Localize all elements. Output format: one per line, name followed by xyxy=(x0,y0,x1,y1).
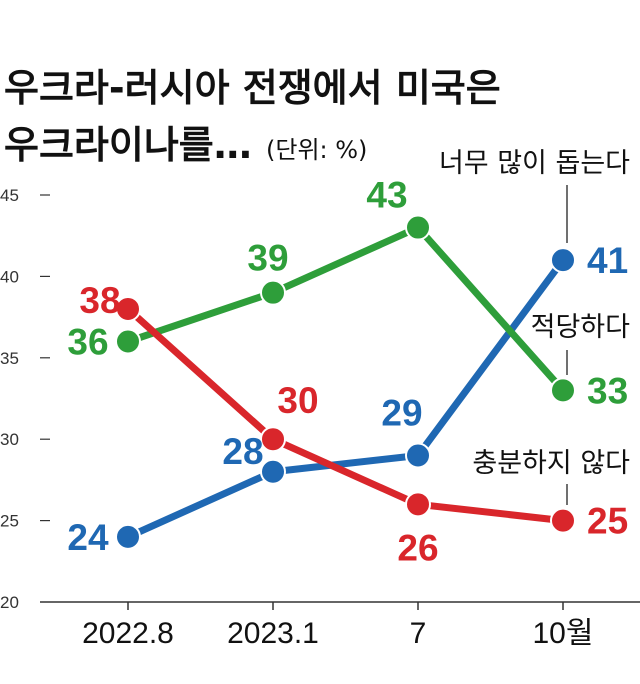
data-point xyxy=(550,507,576,534)
chart-title-line2: 우크라이나를… xyxy=(4,123,252,167)
x-tick-label: 10월 xyxy=(533,617,594,650)
axes: 20 25 30 35 40 45 2022.8 2023.1 7 10월 xyxy=(0,186,640,650)
data-label: 25 xyxy=(587,501,628,542)
y-tick-label: 20 xyxy=(0,593,19,612)
data-point xyxy=(115,328,141,355)
data-point xyxy=(260,458,286,485)
data-label: 24 xyxy=(67,517,109,558)
series-line-2 xyxy=(124,305,567,525)
data-point xyxy=(550,377,576,404)
data-point xyxy=(550,247,576,274)
series-line-1 xyxy=(124,224,567,394)
data-label: 36 xyxy=(67,322,108,363)
data-label: 29 xyxy=(381,392,422,433)
data-point xyxy=(260,279,286,306)
data-label: 38 xyxy=(79,280,120,321)
x-tick-label: 2023.1 xyxy=(227,617,319,650)
series-name-label: 너무 많이 돕는다 xyxy=(439,148,630,179)
data-point xyxy=(115,523,141,550)
y-tick-label: 40 xyxy=(0,267,19,286)
y-tick-label: 45 xyxy=(0,186,19,205)
y-tick-label: 35 xyxy=(0,349,19,368)
unit-label: (단위: %) xyxy=(266,136,367,164)
data-label: 41 xyxy=(587,240,628,281)
data-point xyxy=(260,426,286,453)
series-line-0 xyxy=(124,256,567,541)
data-point xyxy=(115,295,141,322)
data-label: 39 xyxy=(247,238,288,279)
data-label: 26 xyxy=(397,527,438,568)
data-point xyxy=(405,491,431,518)
data-label: 33 xyxy=(587,370,628,411)
data-point xyxy=(405,442,431,469)
data-labels: 24 28 29 41 36 39 43 33 38 30 26 25 xyxy=(67,175,628,569)
data-label: 28 xyxy=(222,431,263,472)
series-lines xyxy=(124,224,567,541)
data-label: 43 xyxy=(366,175,407,216)
series-name-label: 충분하지 않다 xyxy=(472,448,630,479)
y-tick-label: 30 xyxy=(0,430,19,449)
y-tick-label: 25 xyxy=(0,512,19,531)
series-name-label: 적당하다 xyxy=(531,312,631,343)
x-tick-label: 2022.8 xyxy=(82,617,174,650)
data-label: 30 xyxy=(277,380,318,421)
data-point xyxy=(405,214,431,241)
data-points xyxy=(115,214,576,550)
chart-title-line1: 우크라-러시아 전쟁에서 미국은 xyxy=(4,66,501,110)
x-tick-label: 7 xyxy=(410,617,427,650)
